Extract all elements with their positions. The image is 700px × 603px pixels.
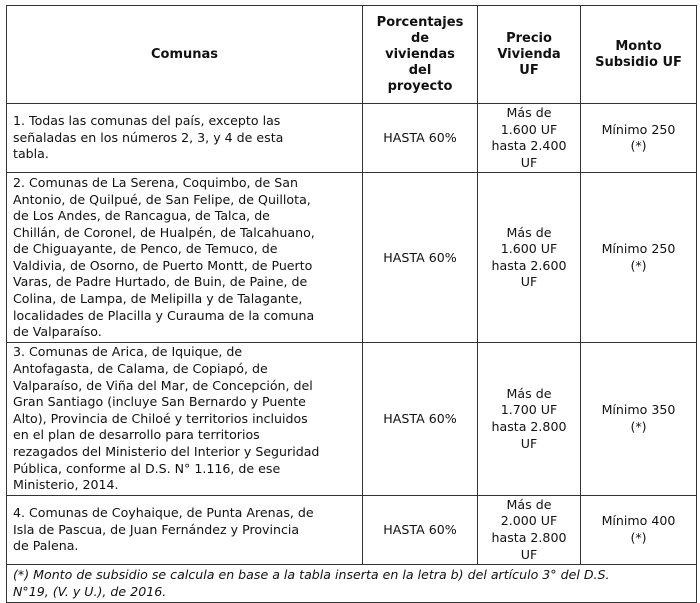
cell-porcentaje: HASTA 60% (362, 342, 478, 496)
header-precio: Precio Vivienda UF (477, 5, 581, 104)
cell-monto: Mínimo 350 (*) (580, 342, 697, 496)
table-row: 1. Todas las comunas del país, excepto l… (6, 102, 697, 174)
cell-comunas: 1. Todas las comunas del país, excepto l… (6, 102, 363, 174)
cell-monto: Mínimo 250 (*) (580, 102, 697, 174)
cell-porcentaje: HASTA 60% (362, 494, 478, 566)
cell-precio: Más de 1.700 UF hasta 2.800 UF (477, 342, 581, 496)
header-comunas: Comunas (6, 5, 363, 104)
table-row: 4. Comunas de Coyhaique, de Punta Arenas… (6, 494, 697, 566)
footnote: (*) Monto de subsidio se calcula en base… (6, 564, 697, 603)
cell-porcentaje: HASTA 60% (362, 172, 478, 344)
header-porcentajes: Porcentajes de viviendas del proyecto (362, 5, 478, 104)
cell-precio: Más de 1.600 UF hasta 2.600 UF (477, 172, 581, 344)
cell-comunas: 3. Comunas de Arica, de Iquique, de Anto… (6, 342, 363, 496)
table-row: 3. Comunas de Arica, de Iquique, de Anto… (6, 342, 697, 496)
cell-precio: Más de 2.000 UF hasta 2.800 UF (477, 494, 581, 566)
subsidy-table: Comunas Porcentajes de viviendas del pro… (6, 5, 697, 603)
cell-comunas: 2. Comunas de La Serena, Coquimbo, de Sa… (6, 172, 363, 344)
table-row: 2. Comunas de La Serena, Coquimbo, de Sa… (6, 172, 697, 344)
header-row: Comunas Porcentajes de viviendas del pro… (6, 5, 697, 104)
header-monto: Monto Subsidio UF (580, 5, 697, 104)
footnote-row: (*) Monto de subsidio se calcula en base… (6, 564, 697, 603)
cell-precio: Más de 1.600 UF hasta 2.400 UF (477, 102, 581, 174)
cell-comunas: 4. Comunas de Coyhaique, de Punta Arenas… (6, 494, 363, 566)
cell-porcentaje: HASTA 60% (362, 102, 478, 174)
cell-monto: Mínimo 400 (*) (580, 494, 697, 566)
cell-monto: Mínimo 250 (*) (580, 172, 697, 344)
